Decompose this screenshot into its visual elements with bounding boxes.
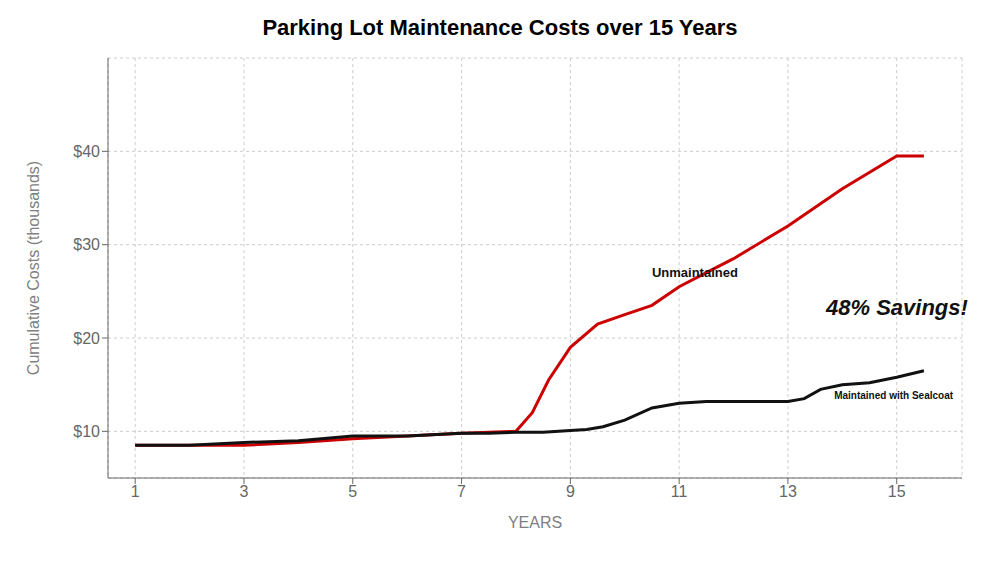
- svg-text:9: 9: [566, 483, 575, 500]
- svg-text:5: 5: [348, 483, 357, 500]
- svg-text:$20: $20: [73, 330, 100, 347]
- svg-text:Cumulative Costs (thousands): Cumulative Costs (thousands): [25, 161, 42, 375]
- svg-text:13: 13: [779, 483, 797, 500]
- svg-text:48% Savings!: 48% Savings!: [825, 295, 968, 320]
- svg-text:$10: $10: [73, 423, 100, 440]
- svg-text:Maintained with Sealcoat: Maintained with Sealcoat: [834, 390, 954, 401]
- html-text:Parking Lot Maintenance Costs: Parking Lot Maintenance Costs over 15 Ye…: [262, 15, 738, 40]
- svg-text:Unmaintained: Unmaintained: [652, 265, 738, 280]
- svg-text:$40: $40: [73, 143, 100, 160]
- svg-text:11: 11: [671, 483, 688, 500]
- svg-text:1: 1: [131, 483, 140, 500]
- svg-text:15: 15: [888, 483, 906, 500]
- svg-text:$30: $30: [73, 236, 100, 253]
- svg-text:3: 3: [240, 483, 249, 500]
- svg-text:YEARS: YEARS: [508, 514, 562, 531]
- svg-text:7: 7: [457, 483, 466, 500]
